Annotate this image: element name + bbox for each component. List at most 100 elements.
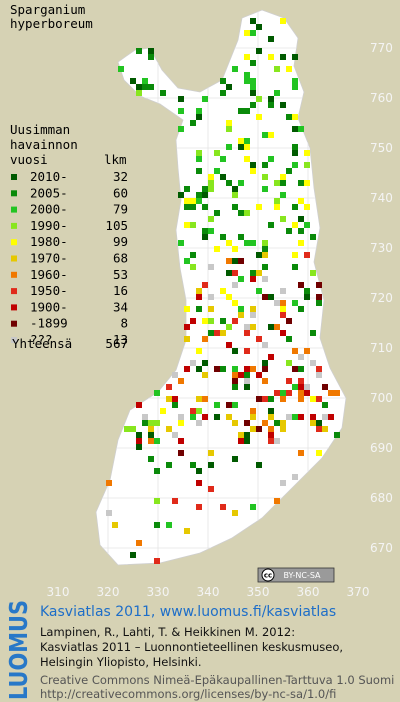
observation-square — [226, 126, 232, 132]
observation-square — [142, 420, 148, 426]
observation-square — [262, 360, 268, 366]
observation-square — [262, 420, 268, 426]
x-coordinate-label: 320 — [97, 585, 120, 599]
observation-square — [280, 306, 286, 312]
observation-square — [148, 420, 154, 426]
observation-square — [304, 288, 310, 294]
observation-square — [280, 18, 286, 24]
observation-square — [250, 60, 256, 66]
legend-count: 32 — [113, 169, 128, 184]
observation-square — [184, 258, 190, 264]
observation-square — [304, 162, 310, 168]
observation-square — [298, 396, 304, 402]
observation-square — [274, 204, 280, 210]
observation-square — [184, 366, 190, 372]
observation-square — [268, 408, 274, 414]
observation-square — [178, 414, 184, 420]
observation-square — [196, 348, 202, 354]
observation-square — [244, 438, 250, 444]
observation-square — [250, 426, 256, 432]
observation-square — [250, 504, 256, 510]
title: hyperboreum — [10, 16, 93, 31]
observation-square — [262, 342, 268, 348]
observation-square — [154, 390, 160, 396]
observation-square — [310, 330, 316, 336]
observation-square — [232, 258, 238, 264]
y-coordinate-label: 670 — [370, 541, 393, 555]
observation-square — [244, 210, 250, 216]
y-coordinate-label: 750 — [370, 141, 393, 155]
observation-square — [232, 300, 238, 306]
observation-square — [256, 96, 262, 102]
observation-square — [286, 360, 292, 366]
observation-square — [334, 390, 340, 396]
observation-square — [196, 468, 202, 474]
observation-square — [256, 288, 262, 294]
observation-square — [250, 408, 256, 414]
observation-square — [208, 216, 214, 222]
observation-square — [310, 360, 316, 366]
observation-square — [250, 324, 256, 330]
observation-square — [202, 318, 208, 324]
headline: Kasviatlas 2011, www.luomus.fi/kasviatla… — [40, 604, 336, 620]
legend-swatch — [11, 239, 17, 246]
observation-square — [262, 240, 268, 246]
observation-square — [316, 300, 322, 306]
observation-square — [274, 300, 280, 306]
observation-square — [262, 264, 268, 270]
observation-square — [232, 204, 238, 210]
observation-square — [154, 420, 160, 426]
observation-square — [256, 48, 262, 54]
observation-square — [238, 180, 244, 186]
observation-square — [190, 360, 196, 366]
observation-square — [292, 384, 298, 390]
observation-square — [304, 390, 310, 396]
observation-square — [268, 414, 274, 420]
observation-square — [310, 396, 316, 402]
legend-label: 1980- — [30, 234, 68, 249]
observation-square — [208, 294, 214, 300]
observation-square — [190, 204, 196, 210]
citation: Lampinen, R., Lahti, T. & Heikkinen M. 2… — [40, 625, 295, 639]
observation-square — [280, 288, 286, 294]
observation-square — [274, 498, 280, 504]
citation: Kasviatlas 2011 – Luonnontieteellinen ke… — [40, 640, 343, 654]
observation-square — [166, 522, 172, 528]
observation-square — [286, 318, 292, 324]
observation-square — [106, 510, 112, 516]
observation-square — [220, 318, 226, 324]
observation-square — [136, 84, 142, 90]
cc-icon — [261, 568, 275, 582]
observation-square — [292, 54, 298, 60]
observation-square — [172, 396, 178, 402]
observation-square — [238, 372, 244, 378]
observation-square — [262, 366, 268, 372]
observation-square — [280, 312, 286, 318]
legend-header: havainnon — [10, 137, 78, 152]
legend-swatch — [11, 337, 17, 343]
observation-square — [244, 384, 250, 390]
legend-count: 99 — [113, 234, 128, 249]
observation-square — [184, 204, 190, 210]
observation-square — [250, 102, 256, 108]
observation-square — [136, 90, 142, 96]
legend-count: 8 — [120, 316, 128, 331]
observation-square — [220, 234, 226, 240]
observation-square — [274, 390, 280, 396]
observation-square — [208, 180, 214, 186]
observation-square — [226, 294, 232, 300]
observation-square — [196, 156, 202, 162]
legend-label: 1900- — [30, 299, 68, 314]
citation: Helsingin Yliopisto, Helsinki. — [40, 655, 202, 669]
observation-square — [244, 372, 250, 378]
observation-square — [268, 354, 274, 360]
license-url: http://creativecommons.org/licenses/by-n… — [40, 687, 336, 701]
observation-square — [238, 108, 244, 114]
observation-square — [214, 402, 220, 408]
observation-square — [220, 156, 226, 162]
observation-square — [280, 54, 286, 60]
observation-square — [274, 438, 280, 444]
observation-square — [136, 444, 142, 450]
observation-square — [136, 432, 142, 438]
